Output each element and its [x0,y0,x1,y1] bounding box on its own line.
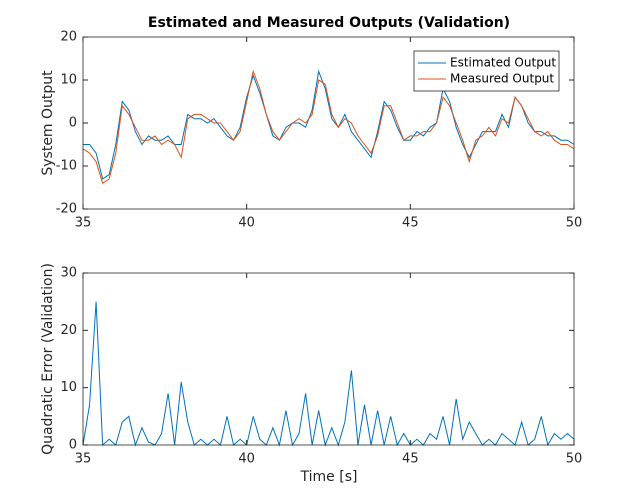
y-tick-label: -20 [56,202,77,217]
data-line [82,69,575,184]
x-tick-label: 50 [566,452,583,467]
x-tick-label: 45 [402,452,419,467]
x-axis-label: Time [s] [300,469,358,485]
plot-area [83,273,574,445]
y-tick-label: 10 [60,73,77,88]
legend-label: Measured Output [450,72,554,86]
y-tick-label: -10 [56,159,77,174]
y-tick-label: 0 [69,116,77,131]
legend-box [413,50,560,92]
x-tick-label: 35 [75,452,92,467]
y-tick-label: 20 [60,30,77,45]
legend-label: Estimated Output [450,56,556,70]
x-tick-label: 35 [75,216,92,231]
data-line [82,301,575,447]
x-tick-label: 50 [566,216,583,231]
y-tick-label: 10 [60,380,77,395]
y-axis-label: System Output [40,70,56,176]
y-axis-label: Quadratic Error (Validation) [40,263,56,455]
x-tick-label: 45 [402,216,419,231]
axes-box [82,272,575,446]
x-tick-label: 40 [238,216,255,231]
y-tick-label: 20 [60,323,77,338]
x-tick-label: 40 [238,452,255,467]
chart-title: Estimated and Measured Outputs (Validati… [148,15,510,31]
y-tick-label: 30 [60,266,77,281]
y-tick-label: 0 [69,438,77,453]
